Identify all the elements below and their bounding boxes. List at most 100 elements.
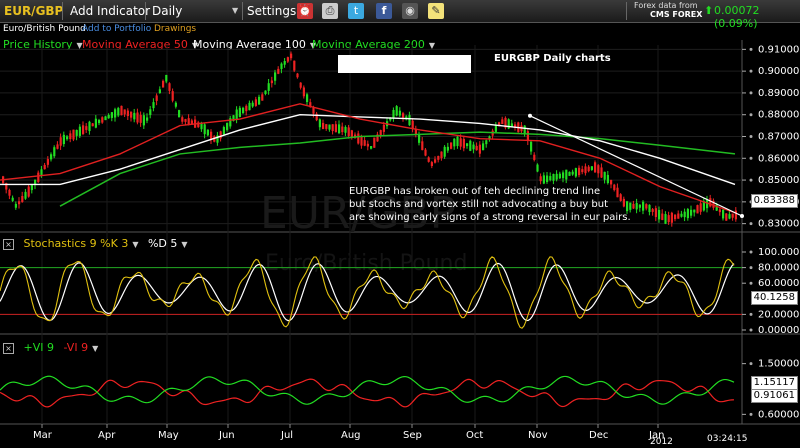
candle — [78, 126, 81, 136]
candle — [667, 215, 670, 223]
add-indicator-button[interactable]: Add Indicator — [70, 4, 151, 18]
candle — [552, 174, 555, 181]
print-icon[interactable]: ⎙ — [322, 3, 338, 19]
month-label: Oct — [466, 430, 483, 441]
month-label: May — [158, 430, 179, 441]
vi-minus-label[interactable]: -VI 9 — [63, 341, 89, 354]
candle — [581, 169, 584, 173]
candle — [418, 134, 421, 143]
candle — [229, 118, 232, 127]
candle — [603, 171, 606, 180]
y-tick-label: 0.88000 — [758, 110, 799, 121]
candle — [462, 138, 465, 149]
vi-plus-label[interactable]: +VI 9 — [23, 341, 54, 354]
separator — [626, 2, 627, 20]
tick-dot — [749, 113, 753, 117]
year-label: 2012 — [650, 437, 673, 447]
interval-select[interactable]: Daily — [152, 3, 182, 19]
candle — [530, 141, 533, 152]
candle — [280, 63, 283, 70]
alarm-clock-icon[interactable]: ⏰ — [297, 3, 313, 19]
facebook-icon[interactable]: f — [376, 3, 392, 19]
candle — [638, 204, 641, 208]
candle — [728, 214, 731, 219]
tick-dot — [749, 250, 753, 254]
candle — [402, 113, 405, 118]
note-icon[interactable]: ✎ — [428, 3, 444, 19]
candle — [85, 126, 88, 130]
vi-minus-value: 0.91061 — [750, 389, 798, 403]
candle — [498, 122, 501, 126]
y-tick-label: 0.86000 — [758, 153, 799, 164]
candle — [562, 172, 565, 179]
candle — [162, 80, 165, 88]
drawings-link[interactable]: Drawings — [154, 24, 197, 34]
candle — [56, 144, 59, 149]
stoch-k-label[interactable]: Stochastics 9 %K 3 — [23, 237, 129, 250]
candle — [261, 94, 264, 101]
candle — [456, 136, 459, 146]
legend-ma50[interactable]: Moving Average 50 ▼ — [82, 38, 199, 51]
candle — [158, 89, 161, 94]
clock-label: 03:24:15 — [707, 434, 748, 444]
tick-dot — [749, 135, 753, 138]
chevron-down-icon[interactable]: ▼ — [232, 6, 239, 15]
legend-price-history[interactable]: Price History ▼ — [3, 38, 83, 51]
tick-dot — [749, 412, 753, 416]
share-icon[interactable]: ◉ — [402, 3, 418, 19]
candle — [152, 102, 155, 109]
symbol-label[interactable]: EUR/GBP — [4, 4, 64, 18]
vi-minus-line — [0, 378, 735, 408]
trend-handle — [528, 113, 532, 118]
candle — [670, 212, 673, 223]
candle — [715, 204, 718, 211]
close-icon[interactable]: × — [3, 238, 14, 250]
candle — [168, 83, 171, 91]
add-to-portfolio-link[interactable]: Add to Portfolio — [82, 24, 152, 34]
candle — [514, 124, 517, 128]
candle — [8, 189, 11, 196]
candle — [226, 123, 229, 130]
candle — [5, 183, 8, 190]
candle — [574, 168, 577, 177]
candle — [440, 151, 443, 159]
separator — [145, 2, 146, 20]
candle — [661, 213, 664, 221]
candle — [146, 117, 149, 121]
vortex-legend: × +VI 9 -VI 9 ▼ — [3, 341, 98, 356]
watermark-sub: Euro/British Pound — [265, 251, 467, 276]
candle — [565, 169, 568, 180]
candle — [674, 214, 677, 220]
candle — [187, 118, 190, 125]
candle — [376, 134, 379, 142]
candle — [18, 201, 21, 205]
candle — [366, 143, 369, 147]
stoch-d-label[interactable]: %D 5 — [147, 237, 178, 250]
y-tick-label: 0.87000 — [758, 132, 799, 143]
month-label: Mar — [33, 430, 53, 441]
candle — [219, 131, 222, 139]
candle — [354, 134, 357, 138]
candle — [325, 124, 328, 129]
candle — [267, 83, 270, 91]
legend-ma200[interactable]: Moving Average 200 ▼ — [312, 38, 436, 51]
tick-dot — [749, 328, 753, 332]
candle — [395, 106, 398, 116]
candle — [206, 129, 209, 136]
candle — [392, 110, 395, 119]
candle — [11, 197, 14, 201]
candle — [610, 180, 613, 185]
candle — [699, 203, 702, 212]
candle — [133, 112, 136, 120]
candle — [389, 117, 392, 121]
settings-button[interactable]: Settings — [247, 4, 297, 18]
candle — [683, 211, 686, 218]
tick-dot — [749, 47, 753, 51]
candle — [30, 184, 33, 191]
twitter-icon[interactable]: t — [348, 3, 364, 19]
candle — [350, 130, 353, 138]
candle — [494, 125, 497, 132]
close-icon[interactable]: × — [3, 342, 14, 354]
legend-ma100[interactable]: Moving Average 100 ▼ — [193, 38, 317, 51]
